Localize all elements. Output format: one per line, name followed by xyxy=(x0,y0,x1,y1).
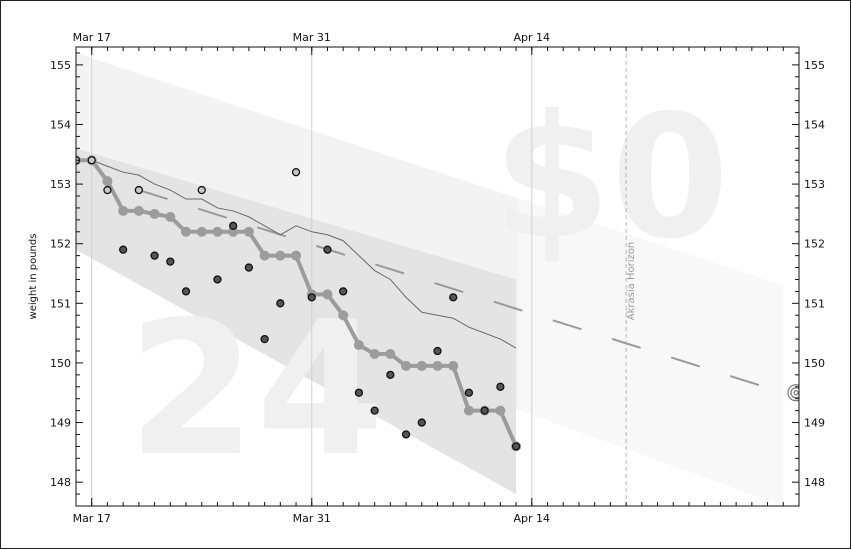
datapoint xyxy=(307,293,316,302)
road-center-line xyxy=(138,189,784,394)
aggregate-dot xyxy=(243,226,254,237)
x-tick-label-bottom: Mar 31 xyxy=(293,512,331,525)
datapoint xyxy=(386,370,395,380)
aggregate-dot xyxy=(181,226,192,237)
aggregate-dot xyxy=(338,310,349,321)
y-tick-label-right: 154 xyxy=(804,118,825,131)
datapoint xyxy=(119,245,128,254)
aggregate-dot xyxy=(275,250,286,261)
akrasia-horizon-label: Akrasia Horizon xyxy=(626,242,637,320)
y-tick-label-left: 149 xyxy=(50,417,71,430)
aggregate-dot xyxy=(353,340,364,351)
datapoint xyxy=(134,185,144,195)
x-tick-label-bottom: Apr 14 xyxy=(514,512,551,525)
x-tick-label-top: Mar 17 xyxy=(73,31,111,44)
aggregate-dot xyxy=(196,226,207,237)
aggregate-dot xyxy=(133,205,144,216)
datapoint xyxy=(213,275,222,284)
datapoint xyxy=(291,168,301,177)
y-tick-label-right: 152 xyxy=(804,238,825,251)
aggregate-dot xyxy=(149,208,160,219)
y-tick-label-right: 151 xyxy=(804,297,825,310)
aggregate-dot xyxy=(322,289,333,300)
datapoint xyxy=(354,388,364,397)
y-tick-label-left: 151 xyxy=(50,297,71,310)
aggregate-dot xyxy=(463,405,474,416)
datapoint xyxy=(480,406,489,415)
aggregate-dot xyxy=(448,360,459,371)
datapoint xyxy=(87,156,96,165)
datapoint xyxy=(496,382,505,391)
datapoint xyxy=(260,334,269,344)
datapoint xyxy=(229,221,238,230)
datapoint xyxy=(449,293,458,302)
watermark-amount: $0 xyxy=(493,79,730,277)
aggregate-dot xyxy=(495,405,506,416)
datapoint xyxy=(103,185,112,195)
datapoint xyxy=(433,346,442,356)
x-tick-label-bottom: Mar 17 xyxy=(73,512,111,525)
datapoint xyxy=(323,245,332,254)
datapoint xyxy=(511,442,521,451)
y-tick-label-right: 148 xyxy=(804,476,825,489)
y-axis-label: weight in pounds xyxy=(28,234,39,320)
datapoint xyxy=(276,299,285,308)
datapoint xyxy=(464,388,474,397)
x-tick-label-top: Apr 14 xyxy=(514,31,551,44)
aggregate-dot xyxy=(401,360,412,371)
aggregate-dot xyxy=(118,205,129,216)
goal-target xyxy=(790,387,799,399)
goal-target xyxy=(793,390,799,396)
y-tick-label-right: 155 xyxy=(804,59,825,72)
aggregate-dot xyxy=(432,360,443,371)
aggregate-dot xyxy=(212,226,223,237)
aggregate-dot xyxy=(259,250,270,261)
y-tick-label-left: 148 xyxy=(50,476,71,489)
aggregate-dot xyxy=(291,250,302,261)
goal-target xyxy=(787,384,799,402)
moving-average-line xyxy=(76,159,517,349)
aggregate-dot xyxy=(369,348,380,359)
datapoint xyxy=(339,287,348,296)
aggregate-dot xyxy=(102,176,113,187)
datapoint xyxy=(370,406,379,415)
y-tick-label-left: 154 xyxy=(50,118,71,131)
datapoint xyxy=(150,251,159,260)
datapoint xyxy=(244,263,254,272)
future-region xyxy=(519,47,799,506)
y-tick-label-left: 155 xyxy=(50,59,71,72)
datapoint xyxy=(197,185,206,195)
y-tick-label-left: 153 xyxy=(50,178,71,191)
y-tick-label-right: 153 xyxy=(804,178,825,191)
datapoint xyxy=(181,287,191,296)
y-tick-label-right: 149 xyxy=(804,417,825,430)
datapoint xyxy=(166,257,175,266)
aggregate-dot xyxy=(416,360,427,371)
y-tick-label-left: 152 xyxy=(50,238,71,251)
y-tick-label-left: 150 xyxy=(50,357,71,370)
y-tick-label-right: 150 xyxy=(804,357,825,370)
datapoint xyxy=(401,430,411,439)
aggregate-dot xyxy=(385,348,396,359)
aggregate-dot xyxy=(228,226,239,237)
x-tick-label-top: Mar 31 xyxy=(293,31,331,44)
datapoint xyxy=(417,418,426,427)
aggregate-dot xyxy=(165,211,176,222)
